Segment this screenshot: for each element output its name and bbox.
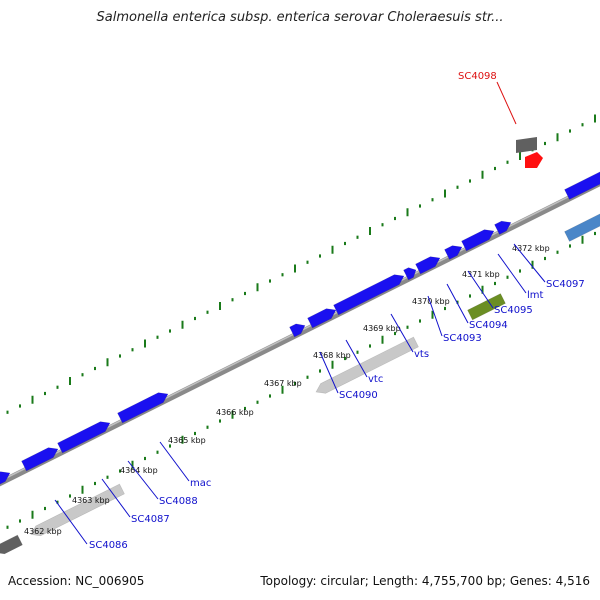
forward-gene-5[interactable]: [289, 321, 308, 338]
gene-label-lmt[interactable]: lmt: [527, 290, 544, 301]
gene-leader-line-10: [467, 270, 494, 309]
gene-leader-line-9: [446, 283, 469, 324]
topology-text: Topology: circular; Length: 4,755,700 bp…: [260, 574, 590, 588]
selected-gene-sc4098[interactable]: [525, 152, 543, 168]
forward-gene-7[interactable]: [333, 271, 407, 316]
gene-label-sc4094[interactable]: SC4094: [469, 320, 508, 331]
forward-gene-2[interactable]: [21, 444, 61, 472]
reverse-gene-3[interactable]: [314, 336, 419, 397]
reverse-gene-4[interactable]: [467, 293, 506, 321]
gene-leader-line-12: [513, 243, 546, 283]
gene-leader-line-5: [319, 351, 339, 394]
kbp-label-11: 4372 kbp: [512, 244, 550, 253]
forward-gene-1[interactable]: [0, 468, 12, 489]
kbp-label-6: 4367 kbp: [264, 379, 302, 388]
gene-leader-line-11: [497, 253, 527, 294]
kbp-label-9: 4370 kbp: [412, 297, 450, 306]
forward-gene-11[interactable]: [461, 226, 497, 252]
gene-leader-line-4: [159, 441, 190, 482]
gene-leader-line-3: [127, 460, 159, 500]
forward-gene-6[interactable]: [307, 305, 339, 329]
gene-leader-line-1: [54, 499, 88, 545]
gene-leader-line-8: [427, 295, 443, 337]
reverse-gene-5[interactable]: [564, 212, 600, 242]
forward-gene-9[interactable]: [415, 253, 443, 275]
gene-label-vts[interactable]: vts: [414, 349, 429, 360]
inner-tick-track: [6, 231, 596, 529]
reverse-gene-2[interactable]: [29, 483, 125, 539]
kbp-label-5: 4366 kbp: [216, 408, 254, 417]
forward-gene-8[interactable]: [403, 265, 419, 281]
map-title: Salmonella enterica subsp. enterica sero…: [96, 10, 504, 25]
gene-label-sc4090[interactable]: SC4090: [339, 390, 378, 401]
kbp-label-1: 4362 kbp: [24, 527, 62, 536]
kbp-label-10: 4371 kbp: [462, 270, 500, 279]
forward-gene-13[interactable]: [564, 168, 600, 200]
gene-leader-line-7: [390, 313, 414, 353]
outer-tick-track: [6, 114, 596, 414]
gene-label-mac[interactable]: mac: [190, 478, 211, 489]
gene-label-sc4086[interactable]: SC4086: [89, 540, 128, 551]
gene-leader-line-6: [345, 339, 368, 378]
gene-label-sc4097[interactable]: SC4097: [546, 279, 585, 290]
gene-label-sc4095[interactable]: SC4095: [494, 305, 533, 316]
accession-text: Accession: NC_006905: [8, 574, 145, 588]
kbp-label-2: 4363 kbp: [72, 496, 110, 505]
gene-label-vtc[interactable]: vtc: [368, 374, 383, 385]
forward-gene-10[interactable]: [444, 242, 465, 260]
reverse-gene-1[interactable]: [0, 534, 23, 557]
kbp-label-7: 4368 kbp: [313, 351, 351, 360]
gene-leader-line-13: [496, 81, 517, 125]
gene-label-sc4088[interactable]: SC4088: [159, 496, 198, 507]
gene-label-sc4087[interactable]: SC4087: [131, 514, 170, 525]
forward-gene-12[interactable]: [494, 218, 514, 235]
kbp-label-3: 4364 kbp: [120, 466, 158, 475]
forward-gene-3[interactable]: [57, 418, 113, 454]
gene-label-sc4093[interactable]: SC4093: [443, 333, 482, 344]
kbp-label-8: 4369 kbp: [363, 324, 401, 333]
forward-gene-4[interactable]: [117, 389, 171, 424]
neighbor-gene-box[interactable]: [516, 137, 537, 153]
gene-label-sc4098[interactable]: SC4098: [458, 71, 497, 82]
gene-leader-line-2: [101, 478, 131, 518]
kbp-label-4: 4365 kbp: [168, 436, 206, 445]
